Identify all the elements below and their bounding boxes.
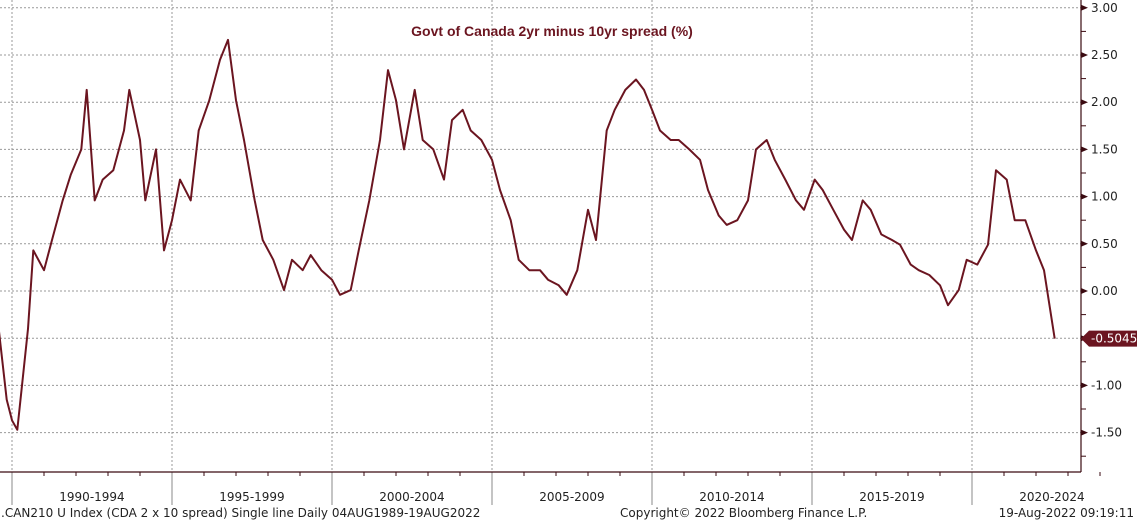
copyright-text: Copyright© 2022 Bloomberg Finance L.P. <box>620 506 868 520</box>
y-tick-label: 0.50 <box>1091 237 1118 251</box>
y-tick-marker <box>1081 382 1088 389</box>
x-tick-label: 1995-1999 <box>219 490 284 504</box>
y-tick-marker <box>1081 4 1088 11</box>
x-tick-label: 2010-2014 <box>699 490 764 504</box>
x-tick-label: 2020-2024 <box>1019 490 1084 504</box>
y-tick-label: -1.50 <box>1091 426 1122 440</box>
chart-title: Govt of Canada 2yr minus 10yr spread (%) <box>411 23 693 39</box>
source-text: .CAN210 U Index (CDA 2 x 10 spread) Sing… <box>1 506 481 520</box>
y-tick-marker <box>1081 429 1088 436</box>
last-value-label: -0.5045 <box>1091 332 1137 346</box>
y-tick-marker <box>1081 99 1088 106</box>
y-tick-label: 2.50 <box>1091 48 1118 62</box>
y-tick-marker <box>1081 146 1088 153</box>
x-tick-label: 2000-2004 <box>379 490 444 504</box>
timestamp-text: 19-Aug-2022 09:19:11 <box>998 506 1134 520</box>
y-tick-marker <box>1081 288 1088 294</box>
y-tick-label: -1.00 <box>1091 378 1122 392</box>
y-tick-label: 0.00 <box>1091 284 1118 298</box>
last-value-badge <box>1081 330 1137 347</box>
y-tick-label: 1.00 <box>1091 190 1118 204</box>
series-line <box>0 38 1056 431</box>
axes: 3.00 2.50 2.00 1.50 1.00 0.50 0.00 -1.00 -1.50 19… <box>0 0 1137 505</box>
x-tick-label: 1990-1994 <box>59 490 124 504</box>
y-tick-marker <box>1081 193 1088 200</box>
series-line-group <box>0 38 1056 431</box>
y-tick-label: 3.00 <box>1091 1 1118 15</box>
x-tick-label: 2005-2009 <box>539 490 604 504</box>
y-tick-label: 1.50 <box>1091 142 1118 156</box>
y-tick-marker <box>1081 52 1088 58</box>
chart: 3.00 2.50 2.00 1.50 1.00 0.50 0.00 -1.00 -1.50 19… <box>0 0 1137 505</box>
x-tick-label: 2015-2019 <box>859 490 924 504</box>
y-tick-label: 2.00 <box>1091 95 1118 109</box>
y-tick-marker <box>1081 240 1088 247</box>
grid <box>0 0 1081 472</box>
